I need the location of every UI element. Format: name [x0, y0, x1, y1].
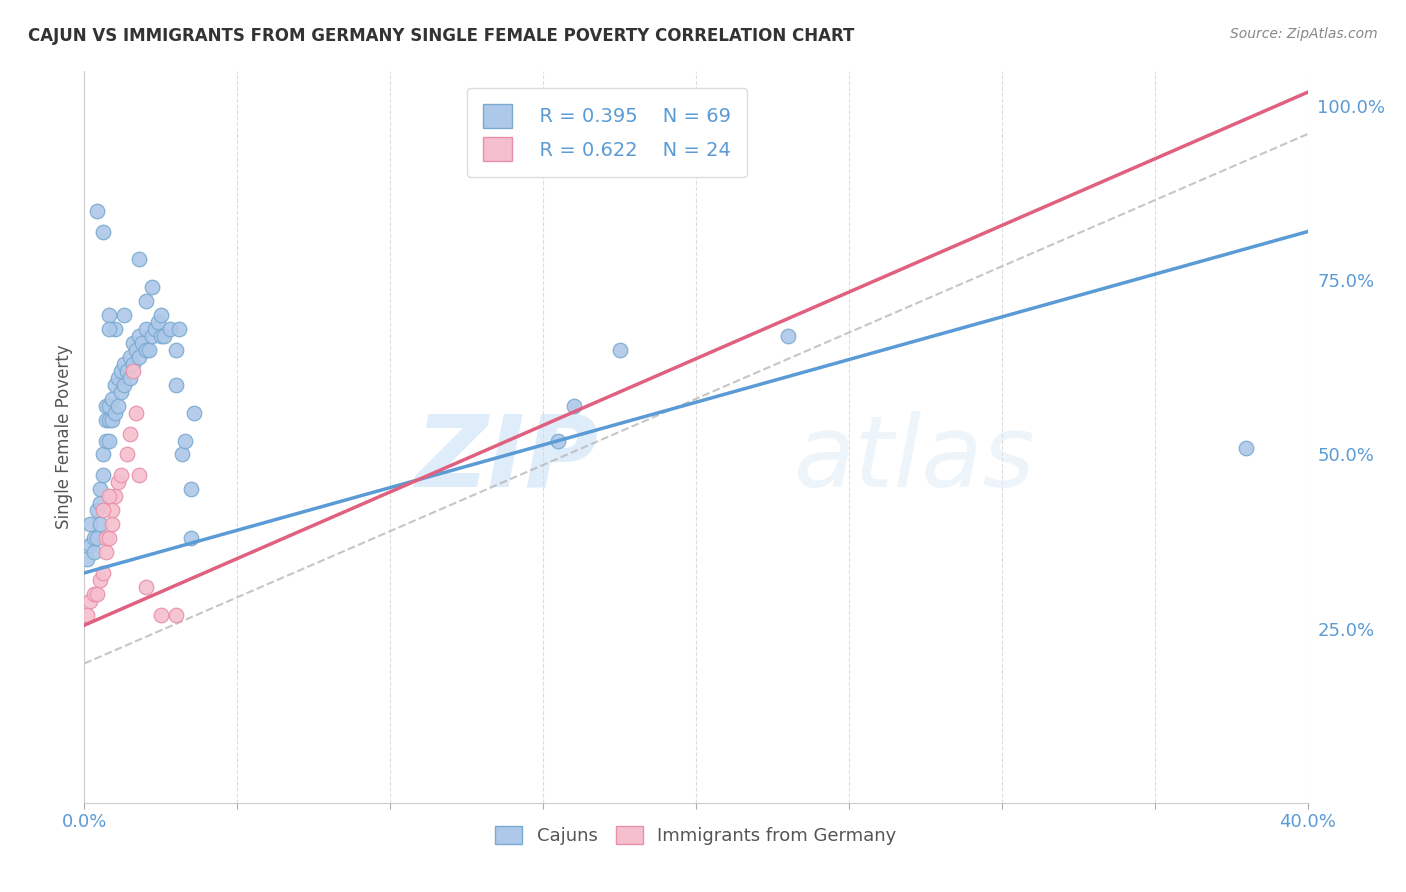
Point	[125, 343, 148, 357]
Point	[159, 322, 181, 336]
Point	[143, 322, 166, 336]
Point	[107, 399, 129, 413]
Point	[149, 329, 172, 343]
Text: Source: ZipAtlas.com: Source: ZipAtlas.com	[1230, 27, 1378, 41]
Point	[101, 517, 124, 532]
Point	[180, 483, 202, 497]
Point	[174, 434, 197, 448]
Text: atlas: atlas	[794, 410, 1035, 508]
Point	[107, 475, 129, 490]
Point	[97, 399, 120, 413]
Point	[101, 503, 124, 517]
Point	[120, 426, 142, 441]
Point	[122, 357, 145, 371]
Point	[101, 392, 124, 406]
Point	[91, 448, 114, 462]
Point	[135, 294, 157, 309]
Point	[94, 545, 117, 559]
Point	[91, 503, 114, 517]
Point	[112, 377, 135, 392]
Point	[91, 566, 114, 580]
Point	[128, 329, 150, 343]
Point	[79, 538, 101, 552]
Point	[562, 399, 585, 413]
Point	[110, 364, 132, 378]
Point	[83, 531, 105, 545]
Point	[76, 552, 98, 566]
Point	[131, 336, 153, 351]
Point	[107, 371, 129, 385]
Point	[76, 607, 98, 622]
Point	[94, 434, 117, 448]
Point	[135, 322, 157, 336]
Point	[125, 406, 148, 420]
Text: CAJUN VS IMMIGRANTS FROM GERMANY SINGLE FEMALE POVERTY CORRELATION CHART: CAJUN VS IMMIGRANTS FROM GERMANY SINGLE …	[28, 27, 855, 45]
Point	[135, 580, 157, 594]
Point	[172, 448, 194, 462]
Point	[94, 531, 117, 545]
Point	[104, 377, 127, 392]
Point	[128, 252, 150, 267]
Point	[115, 364, 138, 378]
Point	[547, 434, 569, 448]
Point	[97, 308, 120, 322]
Point	[97, 489, 120, 503]
Point	[97, 322, 120, 336]
Point	[167, 322, 190, 336]
Point	[120, 350, 142, 364]
Point	[104, 406, 127, 420]
Point	[135, 343, 157, 357]
Point	[97, 412, 120, 426]
Point	[86, 203, 108, 218]
Point	[120, 371, 142, 385]
Point	[149, 308, 172, 322]
Point	[141, 329, 163, 343]
Point	[115, 448, 138, 462]
Point	[128, 468, 150, 483]
Point	[165, 607, 187, 622]
Point	[146, 315, 169, 329]
Point	[110, 384, 132, 399]
Point	[97, 434, 120, 448]
Point	[94, 399, 117, 413]
Point	[91, 468, 114, 483]
Point	[89, 573, 111, 587]
Point	[112, 308, 135, 322]
Point	[79, 594, 101, 608]
Point	[86, 503, 108, 517]
Legend: Cajuns, Immigrants from Germany: Cajuns, Immigrants from Germany	[488, 819, 904, 852]
Point	[89, 496, 111, 510]
Point	[79, 517, 101, 532]
Point	[89, 517, 111, 532]
Point	[149, 607, 172, 622]
Point	[94, 412, 117, 426]
Point	[91, 225, 114, 239]
Point	[183, 406, 205, 420]
Point	[180, 531, 202, 545]
Point	[609, 343, 631, 357]
Point	[101, 412, 124, 426]
Point	[1236, 441, 1258, 455]
Point	[83, 587, 105, 601]
Point	[83, 545, 105, 559]
Point	[141, 280, 163, 294]
Point	[153, 329, 176, 343]
Point	[97, 531, 120, 545]
Point	[86, 531, 108, 545]
Point	[776, 329, 799, 343]
Point	[138, 343, 160, 357]
Point	[122, 364, 145, 378]
Point	[86, 587, 108, 601]
Point	[165, 377, 187, 392]
Y-axis label: Single Female Poverty: Single Female Poverty	[55, 345, 73, 529]
Point	[104, 322, 127, 336]
Point	[165, 343, 187, 357]
Point	[89, 483, 111, 497]
Point	[104, 489, 127, 503]
Point	[122, 336, 145, 351]
Point	[128, 350, 150, 364]
Point	[110, 468, 132, 483]
Point	[112, 357, 135, 371]
Text: ZIP: ZIP	[415, 410, 598, 508]
